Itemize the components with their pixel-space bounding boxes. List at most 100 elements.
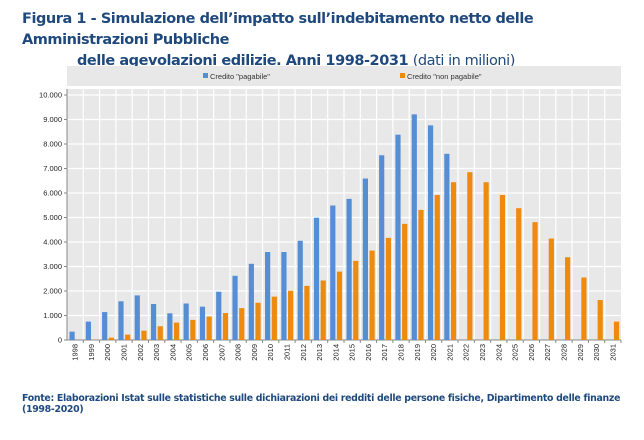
bar-non-pagabile (239, 308, 245, 340)
bar-pagabile (134, 295, 140, 340)
x-tick-label: 2005 (185, 344, 194, 361)
figure-title: Figura 1 - Simulazione dell’impatto sull… (22, 9, 642, 72)
bar-non-pagabile (613, 321, 620, 340)
y-tick-label: 0 (58, 336, 62, 345)
legend-box (67, 66, 621, 86)
y-tick-label: 3.000 (43, 262, 62, 271)
x-tick-label: 2006 (201, 344, 210, 361)
x-tick-label: 1998 (71, 344, 80, 361)
x-tick-label: 2014 (331, 344, 340, 361)
bar-non-pagabile (190, 319, 196, 340)
bar-non-pagabile (597, 300, 603, 340)
title-unit: (dati in milioni) (412, 53, 516, 69)
y-tick-label: 2.000 (43, 287, 62, 296)
bar-pagabile (281, 252, 287, 340)
y-tick-label: 5.000 (43, 213, 62, 222)
x-tick-label: 2007 (217, 344, 226, 361)
y-tick-label: 9.000 (43, 115, 62, 124)
bar-non-pagabile (402, 223, 408, 340)
x-tick-label: 2022 (462, 344, 471, 361)
bar-non-pagabile (516, 208, 522, 340)
bar-non-pagabile (548, 238, 554, 340)
x-tick-label: 2008 (234, 344, 243, 361)
bar-pagabile (411, 114, 417, 340)
y-tick-label: 6.000 (43, 189, 62, 198)
x-tick-label: 2026 (527, 344, 536, 361)
x-tick-label: 2025 (511, 344, 520, 361)
bar-non-pagabile (418, 209, 424, 340)
bar-pagabile (330, 205, 336, 340)
bar-non-pagabile (222, 313, 229, 340)
bar-non-pagabile (369, 250, 375, 340)
bar-non-pagabile (532, 222, 538, 340)
bar-non-pagabile (125, 334, 131, 340)
legend-label: Credito "pagabile" (210, 72, 270, 81)
bar-pagabile (313, 217, 320, 340)
x-tick-label: 2011 (282, 344, 291, 360)
bar-non-pagabile (581, 277, 587, 340)
bar-pagabile (427, 125, 434, 340)
bar-pagabile (150, 303, 157, 340)
x-tick-label: 2009 (250, 344, 259, 361)
x-tick-label: 2002 (136, 344, 145, 361)
y-tick-label: 7.000 (43, 164, 62, 173)
bar-non-pagabile (336, 271, 343, 340)
x-tick-label: 2031 (608, 344, 617, 361)
bar-pagabile (362, 178, 368, 340)
bar-pagabile (69, 331, 75, 340)
bar-pagabile (232, 275, 238, 340)
bar-non-pagabile (467, 172, 473, 340)
x-tick-label: 2003 (152, 344, 161, 361)
bar-pagabile (118, 301, 124, 340)
bar-non-pagabile (483, 182, 489, 340)
x-tick-label: 2029 (576, 344, 585, 361)
bar-pagabile (444, 153, 450, 340)
x-tick-label: 2028 (559, 344, 568, 361)
bar-pagabile (85, 321, 91, 340)
bar-non-pagabile (565, 257, 571, 340)
x-tick-label: 2030 (592, 344, 601, 361)
x-tick-label: 2010 (266, 344, 275, 361)
bar-non-pagabile (304, 285, 310, 340)
bar-pagabile (248, 263, 254, 340)
x-tick-label: 2012 (299, 344, 308, 361)
legend-swatch (400, 73, 405, 78)
x-tick-label: 2013 (315, 344, 324, 361)
bar-non-pagabile (353, 260, 359, 340)
bar-pagabile (199, 306, 206, 340)
y-tick-label: 4.000 (43, 238, 62, 247)
x-tick-label: 2023 (478, 344, 487, 361)
x-tick-label: 2020 (429, 344, 438, 361)
x-tick-label: 2021 (445, 344, 454, 361)
bar-pagabile (297, 240, 303, 340)
y-tick-label: 10.000 (39, 91, 62, 100)
bar-pagabile (216, 291, 222, 340)
bar-non-pagabile (288, 290, 294, 340)
bar-non-pagabile (450, 182, 457, 340)
bar-non-pagabile (108, 337, 114, 340)
x-tick-label: 2019 (413, 344, 422, 361)
bar-pagabile (102, 312, 108, 340)
x-tick-label: 2015 (348, 344, 357, 361)
y-tick-label: 8.000 (43, 140, 62, 149)
source-note: Fonte: Elaborazioni Istat sulle statisti… (22, 393, 621, 415)
bar-non-pagabile (385, 237, 391, 340)
bar-pagabile (395, 134, 401, 340)
bar-non-pagabile (320, 280, 326, 340)
bar-pagabile (265, 252, 271, 340)
x-tick-label: 1999 (87, 344, 96, 361)
x-tick-label: 2017 (380, 344, 389, 361)
y-tick-label: 1.000 (43, 311, 62, 320)
x-tick-label: 2018 (397, 344, 406, 361)
legend-swatch (203, 73, 208, 78)
bar-pagabile (379, 155, 385, 340)
legend-label: Credito "non pagabile" (407, 72, 482, 81)
title-line-1: Figura 1 - Simulazione dell’impatto sull… (22, 11, 534, 48)
bar-pagabile (183, 303, 189, 340)
bar-non-pagabile (173, 322, 180, 340)
bar-non-pagabile (271, 296, 277, 340)
x-tick-label: 2004 (168, 344, 177, 361)
title-line-2: delle agevolazioni edilizie. Anni 1998-2… (77, 53, 409, 69)
bar-non-pagabile (255, 302, 261, 340)
x-tick-label: 2001 (120, 344, 129, 361)
